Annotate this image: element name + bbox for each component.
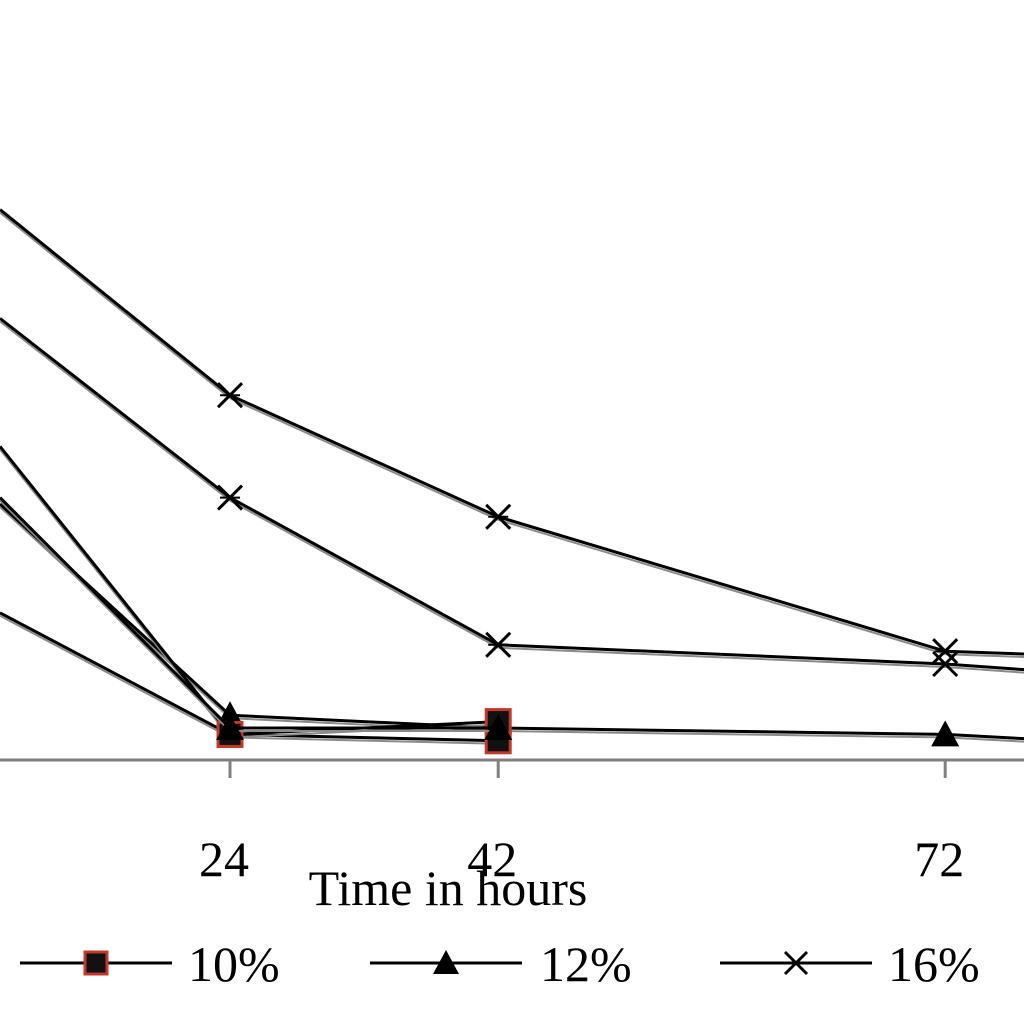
series-6-segment-4	[945, 662, 1024, 672]
series-4-segment-1	[0, 445, 232, 736]
series-3-point-3	[485, 503, 512, 530]
series-3-segment-shadow-1	[0, 211, 231, 399]
series-6-segment-shadow-2	[229, 499, 499, 649]
series-5	[0, 496, 513, 740]
series-5-segment-1	[0, 496, 232, 730]
series-6-segment-2	[229, 496, 499, 647]
legend-item-2: 12%	[370, 936, 632, 992]
series-3-segment-1	[0, 208, 231, 397]
legend-marker-1	[83, 950, 109, 976]
legend-item-1: 10%	[20, 936, 280, 992]
series-3-segment-shadow-2	[229, 397, 499, 521]
series-6-segment-1	[0, 317, 231, 499]
series-3-segment-2	[229, 393, 499, 519]
series-2-segment-3	[498, 726, 946, 736]
series-2	[0, 502, 1024, 747]
series-1-segment-1	[0, 611, 231, 736]
series-1-segment-shadow-2	[229, 736, 499, 745]
legend-marker-3	[783, 950, 809, 976]
legend-label-2: 12%	[540, 936, 632, 992]
series-6-segment-shadow-3	[498, 646, 946, 668]
series-3-segment-shadow-3	[497, 518, 946, 656]
series-6-point-3	[485, 631, 512, 658]
series-2-segment-4	[945, 732, 1024, 741]
series-6-point-4	[932, 650, 959, 678]
x-tick-label-3: 72	[914, 831, 964, 887]
series-6-point-2	[216, 484, 244, 511]
legend-label-1: 10%	[188, 936, 280, 992]
series-2-point-4	[931, 720, 960, 747]
x-tick-label-1: 24	[199, 831, 249, 887]
series-3-point-2	[216, 382, 244, 409]
series-5-segment-shadow-1	[0, 499, 231, 732]
x-ticks: 24427296	[199, 760, 964, 887]
series-6-segment-3	[498, 643, 946, 666]
series-3	[0, 208, 1024, 665]
series-6-segment-shadow-1	[0, 320, 231, 502]
legend-label-3: 16%	[888, 936, 980, 992]
series-2-segment-shadow-4	[945, 736, 1024, 743]
x-tick-label-2: 42	[467, 831, 517, 887]
series-5-point-2	[216, 714, 244, 740]
legend-item-3: 16%	[720, 936, 980, 992]
series-3-segment-4	[945, 649, 1024, 656]
series-2-segment-shadow-3	[498, 730, 946, 739]
series-5-point-3	[484, 714, 513, 740]
legend: 10% 12% 16%	[20, 936, 980, 992]
series-6-segment-shadow-4	[945, 666, 1024, 674]
series-6	[0, 317, 1024, 678]
series-3-point-4	[932, 638, 959, 665]
legend-marker-2	[433, 950, 459, 974]
series-3-segment-shadow-4	[945, 653, 1024, 659]
series-3-segment-3	[497, 515, 946, 653]
series-1-segment-shadow-1	[0, 614, 231, 739]
x-axis-title: Time in hours	[309, 860, 588, 916]
series-layer	[0, 208, 1024, 755]
